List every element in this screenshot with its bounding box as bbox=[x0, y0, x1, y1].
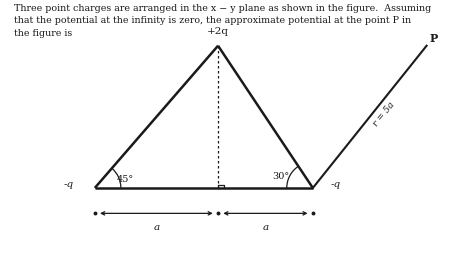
Text: -q: -q bbox=[64, 180, 74, 189]
Text: +2q: +2q bbox=[207, 27, 229, 36]
Text: Three point charges are arranged in the x − y plane as shown in the figure.  Ass: Three point charges are arranged in the … bbox=[14, 4, 431, 38]
Text: P: P bbox=[429, 33, 438, 44]
Text: -q: -q bbox=[330, 180, 341, 189]
Text: a: a bbox=[263, 223, 268, 232]
Text: r = 5a: r = 5a bbox=[372, 100, 396, 128]
Text: 45°: 45° bbox=[117, 174, 134, 184]
Text: 30°: 30° bbox=[272, 172, 289, 181]
Text: a: a bbox=[154, 223, 159, 232]
